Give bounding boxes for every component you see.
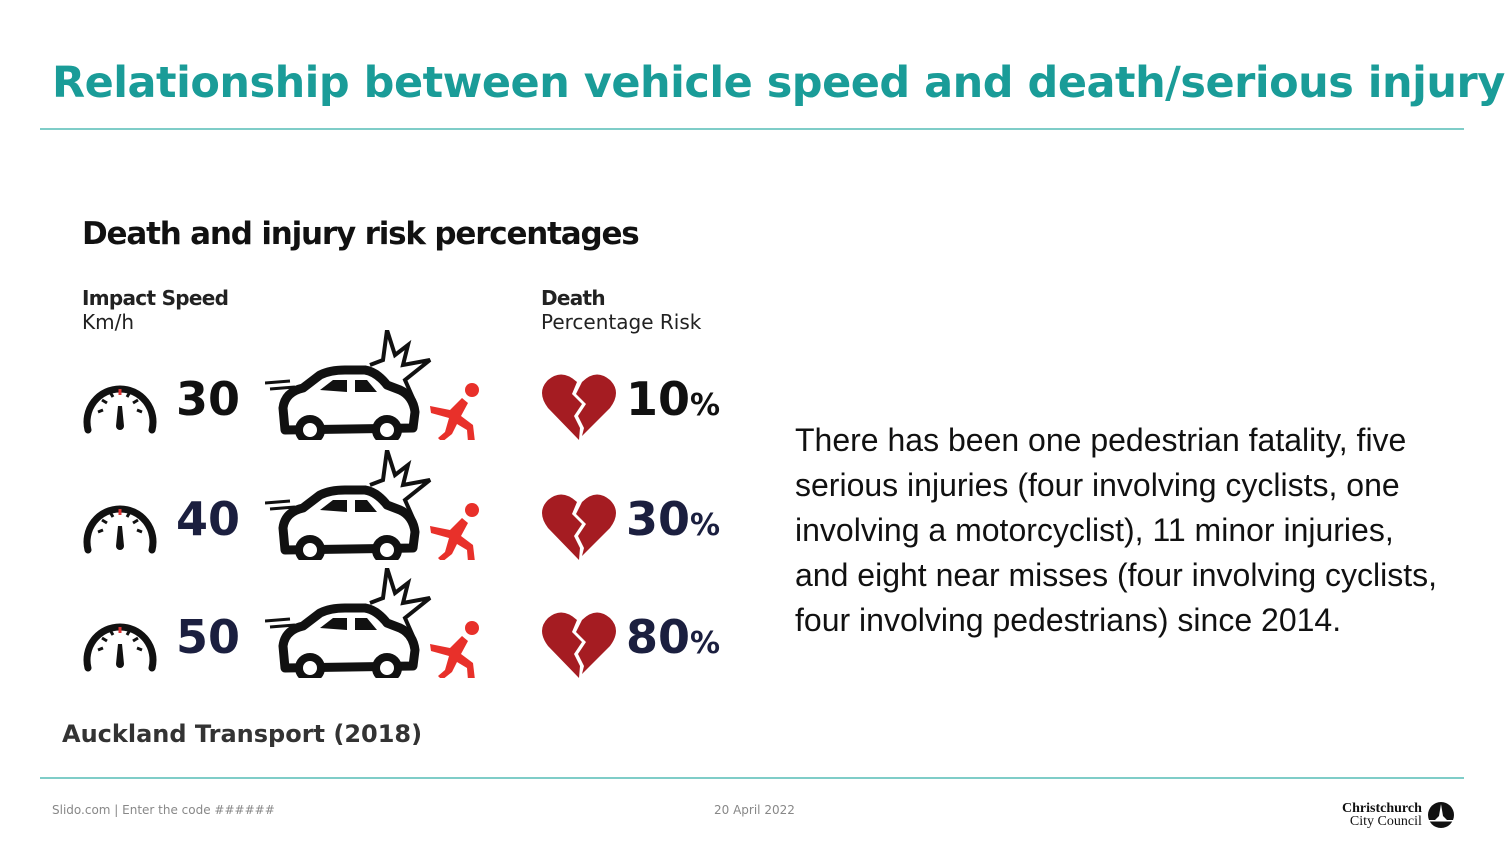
- risk-header-label: Death: [541, 286, 606, 310]
- footer-date: 20 April 2022: [714, 803, 795, 817]
- risk-value: 80: [626, 610, 691, 664]
- speed-header: Impact Speed Km/h: [82, 286, 229, 334]
- risk-header: Death Percentage Risk: [541, 286, 701, 334]
- logo-line1: Christchurch: [1342, 801, 1422, 816]
- percent-sign: %: [690, 388, 721, 423]
- broken-heart-icon: [542, 374, 616, 440]
- speedometer-icon: [83, 505, 157, 554]
- speed-header-label: Impact Speed: [82, 286, 229, 310]
- death-risk-percent: 30%: [626, 492, 720, 546]
- footer-divider: [40, 777, 1464, 779]
- risk-row: 50 80%: [80, 567, 740, 688]
- broken-heart-icon: [542, 494, 616, 560]
- footer-slido: Slido.com | Enter the code ######: [52, 803, 275, 817]
- risk-row: 40 30%: [80, 449, 740, 570]
- speed-unit: Km/h: [82, 310, 135, 334]
- impact-speed: 30: [176, 372, 241, 426]
- broken-heart-icon: [542, 612, 616, 678]
- car-crash-icon: [264, 567, 479, 683]
- impact-speed: 50: [176, 610, 241, 664]
- car-crash-icon: [264, 449, 479, 565]
- slide-title: Relationship between vehicle speed and d…: [52, 58, 1505, 108]
- percent-sign: %: [690, 508, 721, 543]
- council-logo: Christchurch City Council: [1342, 800, 1456, 830]
- infographic-title: Death and injury risk percentages: [82, 216, 640, 252]
- risk-value: 30: [626, 492, 691, 546]
- risk-value: 10: [626, 372, 691, 426]
- death-risk-percent: 80%: [626, 610, 720, 664]
- speedometer-icon: [83, 623, 157, 672]
- risk-row: 30 10%: [80, 329, 740, 450]
- speedometer-icon: [83, 385, 157, 434]
- body-text: There has been one pedestrian fatality, …: [795, 422, 1438, 638]
- death-risk-percent: 10%: [626, 372, 720, 426]
- percent-sign: %: [690, 626, 721, 661]
- risk-subheader: Percentage Risk: [541, 310, 702, 334]
- cathedral-logo-icon: [1427, 802, 1454, 828]
- car-crash-icon: [264, 329, 479, 445]
- logo-line2: City Council: [1349, 814, 1422, 829]
- source-citation: Auckland Transport (2018): [62, 720, 423, 748]
- title-divider: [40, 128, 1464, 130]
- impact-speed: 40: [176, 492, 241, 546]
